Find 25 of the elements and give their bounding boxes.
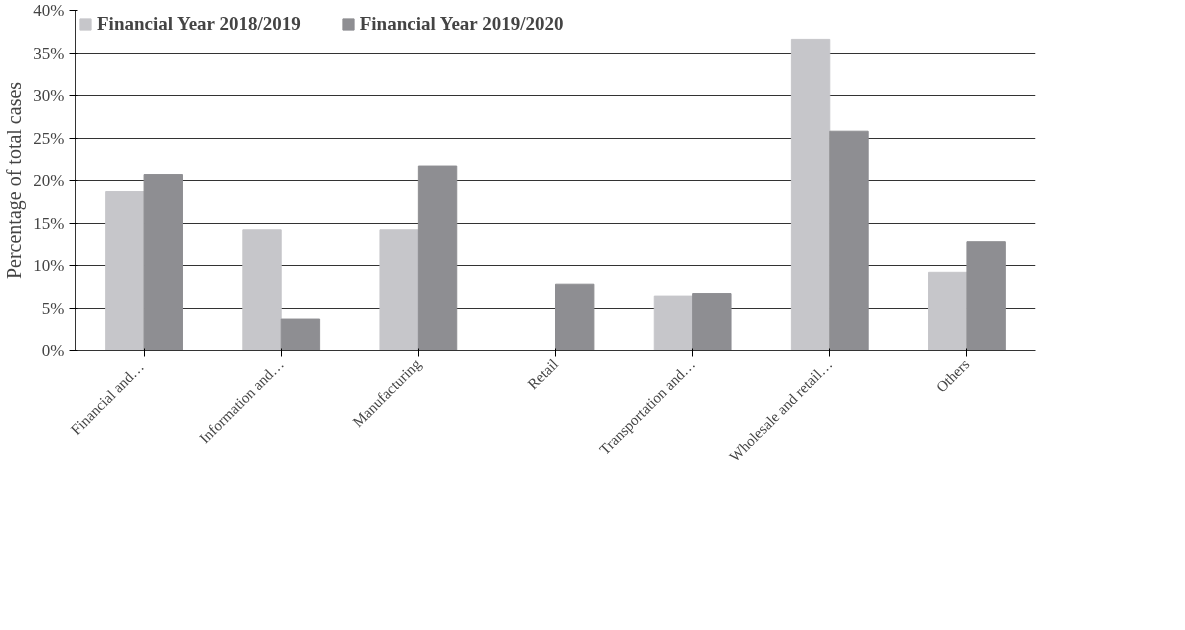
y-tick-label: 5% — [41, 298, 65, 318]
bar — [692, 293, 732, 351]
bar — [143, 174, 183, 351]
bar — [966, 241, 1006, 351]
bar — [790, 38, 831, 351]
y-tick-label: 15% — [33, 213, 65, 233]
y-tick-label: 10% — [33, 256, 65, 275]
bar — [555, 283, 595, 351]
bar — [928, 271, 968, 351]
bar — [417, 165, 458, 351]
y-tick-label: 20% — [33, 171, 65, 190]
bar — [653, 295, 694, 351]
y-tick-label: 35% — [33, 43, 65, 63]
bar — [242, 229, 282, 351]
legend-label: Financial Year 2019/2020 — [359, 13, 564, 35]
bar — [829, 130, 869, 351]
bar — [379, 229, 419, 351]
y-tick-label: 30% — [33, 86, 65, 105]
y-tick-label: 25% — [33, 128, 65, 148]
y-axis-title: Percentage of total cases — [3, 81, 27, 280]
bar — [280, 318, 321, 351]
bar — [105, 191, 145, 351]
y-tick-label: 0% — [41, 341, 65, 360]
y-tick-label: 40% — [33, 1, 65, 20]
legend-label: Financial Year 2018/2019 — [97, 13, 301, 35]
